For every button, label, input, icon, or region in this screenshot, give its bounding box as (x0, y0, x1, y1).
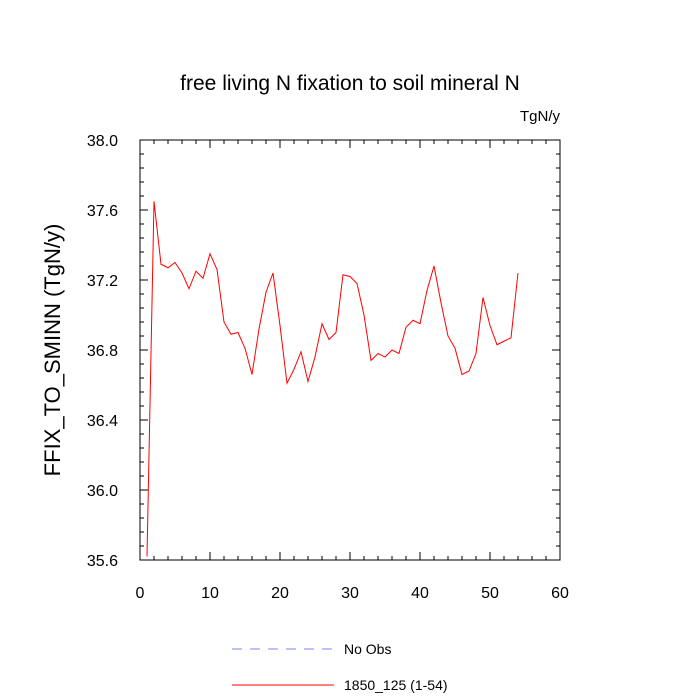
x-tick-label: 20 (271, 585, 289, 602)
units-label: TgN/y (520, 108, 561, 125)
y-tick-label: 37.2 (87, 273, 118, 290)
x-tick-label: 40 (411, 585, 429, 602)
y-tick-labels: 35.6 36.0 36.4 36.8 37.2 37.6 38.0 (87, 133, 118, 570)
y-tick-label: 35.6 (87, 553, 118, 570)
x-tick-label: 60 (551, 585, 569, 602)
legend-item: No Obs (232, 641, 391, 657)
legend: No Obs 1850_125 (1-54) (232, 641, 448, 693)
y-tick-label: 36.4 (87, 413, 118, 430)
series-layer (146, 201, 519, 557)
x-tick-label: 30 (341, 585, 359, 602)
plot-frame (139, 139, 561, 561)
x-tick-label: 10 (201, 585, 219, 602)
legend-label: 1850_125 (1-54) (344, 677, 448, 693)
y-tick-label: 36.0 (87, 483, 118, 500)
y-axis-label: FFIX_TO_SMINN (TgN/y) (40, 224, 65, 477)
x-tick-labels: 0 10 20 30 40 50 60 (136, 585, 569, 602)
series-line (146, 201, 519, 557)
axis-ticks (139, 139, 561, 561)
chart-title: free living N fixation to soil mineral N (180, 72, 520, 95)
y-tick-label: 36.8 (87, 343, 118, 360)
y-tick-label: 38.0 (87, 133, 118, 150)
x-tick-label: 0 (136, 585, 145, 602)
legend-item: 1850_125 (1-54) (232, 677, 448, 693)
legend-label: No Obs (344, 641, 391, 657)
x-tick-label: 50 (481, 585, 499, 602)
y-tick-label: 37.6 (87, 203, 118, 220)
